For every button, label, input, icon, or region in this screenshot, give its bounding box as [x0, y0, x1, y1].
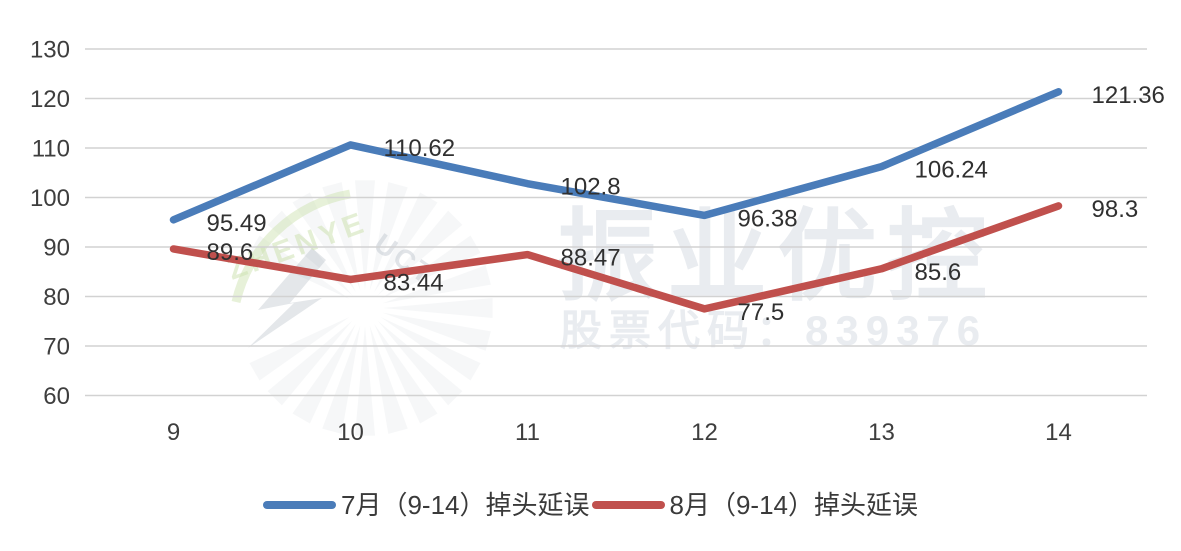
watermark-ray-icon — [354, 180, 376, 290]
data-point-label: 121.36 — [1092, 82, 1165, 109]
watermark-ray-icon — [322, 325, 361, 434]
data-point-label: 110.62 — [384, 135, 456, 162]
watermark-ray-icon — [369, 182, 408, 291]
x-tick-label: 12 — [691, 419, 718, 446]
watermark-ray-icon — [374, 192, 438, 293]
data-point-label: 96.38 — [738, 205, 798, 232]
watermark-ray-icon — [292, 192, 356, 293]
legend-swatch-august-icon — [591, 501, 665, 509]
x-tick-label: 10 — [337, 419, 364, 446]
watermark-ray-icon — [377, 320, 463, 406]
x-tick-label: 11 — [515, 419, 540, 446]
x-tick-label: 9 — [167, 419, 180, 446]
y-tick-label: 90 — [43, 235, 70, 262]
watermark-ray-icon — [380, 317, 481, 381]
watermark-ray-icon — [322, 182, 361, 291]
y-tick-label: 60 — [43, 383, 70, 410]
data-point-label: 106.24 — [915, 157, 988, 184]
watermark-ray-icon — [383, 297, 493, 319]
data-point-label: 77.5 — [738, 299, 785, 326]
data-point-label: 89.6 — [207, 239, 254, 266]
y-tick-label: 70 — [43, 334, 70, 361]
x-tick-label: 13 — [868, 419, 895, 446]
watermark-ray-icon — [374, 323, 438, 424]
data-point-label: 83.44 — [384, 269, 444, 296]
watermark-ray-icon — [292, 323, 356, 424]
legend-label-july: 7月（9-14）掉头延误 — [341, 490, 590, 520]
y-tick-label: 100 — [30, 185, 70, 212]
watermark-ray-icon — [369, 325, 408, 434]
series-line — [169, 202, 1063, 313]
watermark-ray-icon — [267, 320, 353, 406]
data-point-label: 98.3 — [1092, 196, 1139, 223]
legend-swatch-july-icon — [263, 501, 336, 509]
data-point-label: 102.8 — [561, 174, 621, 201]
data-point-label: 95.49 — [207, 210, 267, 237]
watermark-green-arc-icon — [231, 189, 351, 304]
data-point-label: 88.47 — [561, 245, 621, 272]
legend-item-august: 8月（9-14）掉头延误 — [591, 489, 919, 521]
watermark-ray-icon — [354, 326, 376, 436]
legend-label-august: 8月（9-14）掉头延误 — [669, 490, 919, 520]
legend-item-july: 7月（9-14）掉头延误 — [263, 489, 590, 521]
watermark: ZHENYE UCT 振业优控 股票代码：839376 — [223, 180, 987, 436]
data-point-label: 85.6 — [915, 259, 962, 286]
watermark-ray-icon — [382, 312, 491, 351]
y-tick-label: 120 — [30, 86, 70, 113]
watermark-ray-icon — [249, 317, 350, 381]
chart-legend: 7月（9-14）掉头延误 8月（9-14）掉头延误 — [0, 489, 1181, 521]
y-tick-label: 130 — [30, 37, 70, 64]
plot-area: 130 120 110 100 90 80 70 60 9 10 11 12 13 14 95.49 110.… — [30, 37, 1165, 447]
y-tick-label: 110 — [32, 136, 70, 163]
series-line — [169, 88, 1063, 224]
watermark-ray-icon — [382, 265, 491, 304]
x-tick-label: 14 — [1045, 419, 1072, 446]
y-tick-label: 80 — [43, 284, 70, 311]
